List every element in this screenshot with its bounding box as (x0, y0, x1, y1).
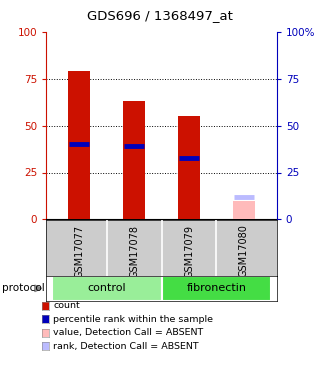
Text: value, Detection Call = ABSENT: value, Detection Call = ABSENT (53, 328, 204, 337)
Text: GSM17077: GSM17077 (74, 225, 84, 278)
Text: rank, Detection Call = ABSENT: rank, Detection Call = ABSENT (53, 342, 199, 351)
Bar (178, 116, 200, 219)
Text: GSM17078: GSM17078 (129, 225, 139, 278)
Text: fibronectin: fibronectin (187, 284, 246, 293)
Bar (123, 101, 145, 219)
Bar (52, 276, 162, 301)
Text: protocol: protocol (2, 284, 44, 293)
Bar (162, 276, 271, 301)
Text: GSM17080: GSM17080 (239, 225, 249, 278)
Text: control: control (87, 284, 126, 293)
Text: percentile rank within the sample: percentile rank within the sample (53, 315, 213, 324)
Text: GDS696 / 1368497_at: GDS696 / 1368497_at (87, 9, 233, 22)
Bar (233, 201, 255, 219)
Bar (68, 71, 90, 219)
Text: GSM17079: GSM17079 (184, 225, 194, 278)
Text: count: count (53, 301, 80, 310)
